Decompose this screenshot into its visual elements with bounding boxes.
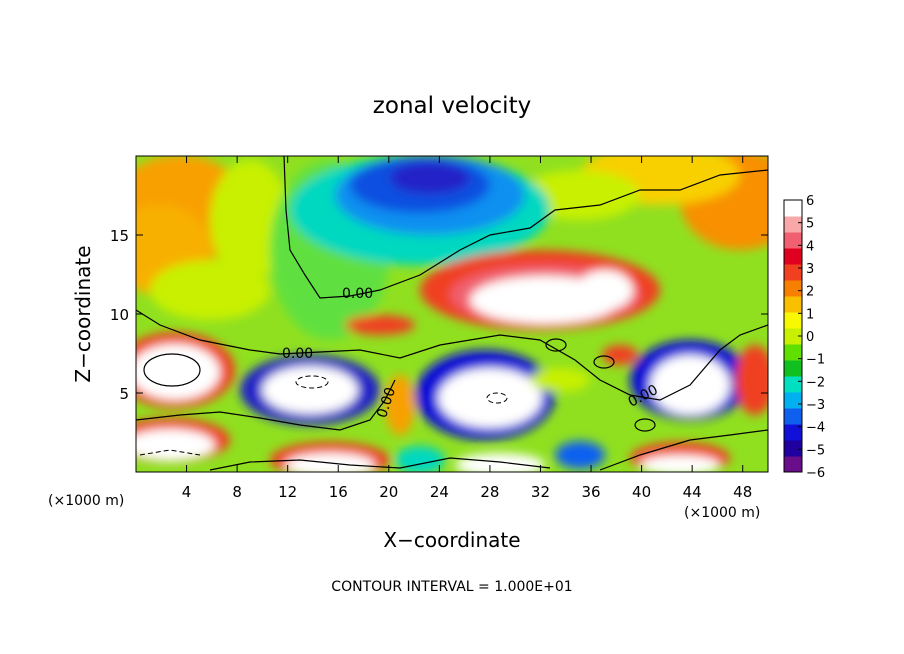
colorbar-swatch	[784, 440, 802, 457]
colorbar-swatch	[784, 200, 802, 217]
x-tick-label: 40	[632, 483, 651, 501]
x-tick-label: 8	[232, 483, 242, 501]
colorbar-swatch	[784, 216, 802, 233]
y-tick-label: 10	[110, 306, 129, 324]
x-tick-label: 44	[683, 483, 702, 501]
colorbar-tick-label: −1	[806, 353, 825, 368]
x-unit-label-right: (×1000 m)	[684, 505, 760, 521]
colorbar-swatch	[784, 328, 802, 345]
colorbar-swatch	[784, 296, 802, 313]
colorbar-swatch	[784, 280, 802, 297]
colorbar-tick-label: 5	[806, 217, 814, 232]
x-unit-label-left: (×1000 m)	[48, 493, 124, 509]
colorbar-tick-label: −5	[806, 443, 825, 458]
colorbar-tick-label: 1	[806, 307, 814, 322]
colorbar-tick-label: −3	[806, 398, 825, 413]
colorbar-swatch	[784, 312, 802, 329]
x-axis-label: X−coordinate	[383, 528, 520, 552]
y-axis-label: Z−coordinate	[71, 245, 95, 382]
colorbar-swatch	[784, 456, 802, 473]
colorbar-tick-label: 6	[806, 194, 814, 209]
y-tick-label: 5	[119, 385, 129, 403]
colorbar-swatch	[784, 344, 802, 361]
colorbar-tick-label: 4	[806, 239, 814, 254]
colorbar-tick-label: −6	[806, 466, 825, 481]
x-tick-label: 28	[480, 483, 499, 501]
y-axis: 5 10 15	[110, 227, 768, 403]
colorbar-tick-label: −2	[806, 375, 825, 390]
colorbar: 6 5 4 3 2 1 0 −1 −2 −3 −4 −5 −6	[783, 194, 825, 481]
negative-contours	[139, 375, 508, 456]
heatmap-field	[136, 156, 768, 472]
contour-interval-note: CONTOUR INTERVAL = 1.000E+01	[331, 579, 572, 595]
x-axis: 4 8 12 16 20 24 28 32 36 40 44 48	[182, 156, 752, 501]
x-tick-label: 16	[329, 483, 348, 501]
colorbar-tick-label: 0	[806, 330, 814, 345]
contour-label: 0.00	[342, 286, 373, 302]
colorbar-swatch	[784, 360, 802, 377]
x-tick-label: 24	[430, 483, 449, 501]
colorbar-tick-label: 2	[806, 285, 814, 300]
colorbar-tick-label: 3	[806, 262, 814, 277]
colorbar-swatch	[784, 264, 802, 281]
colorbar-swatch	[784, 408, 802, 425]
x-tick-label: 4	[182, 483, 192, 501]
colorbar-tick-label: −4	[806, 421, 825, 436]
contour-label: 0.00	[282, 346, 313, 362]
colorbar-swatch	[784, 424, 802, 441]
x-tick-label: 36	[581, 483, 600, 501]
colorbar-swatch	[784, 376, 802, 393]
colorbar-swatch	[784, 392, 802, 409]
x-tick-label: 12	[278, 483, 297, 501]
colorbar-swatch	[784, 248, 802, 265]
x-tick-label: 20	[379, 483, 398, 501]
x-tick-label: 48	[733, 483, 752, 501]
y-tick-label: 15	[110, 227, 129, 245]
zero-contours	[136, 156, 768, 471]
chart-title: zonal velocity	[373, 93, 531, 119]
x-tick-label: 32	[531, 483, 550, 501]
colorbar-swatch	[784, 232, 802, 249]
